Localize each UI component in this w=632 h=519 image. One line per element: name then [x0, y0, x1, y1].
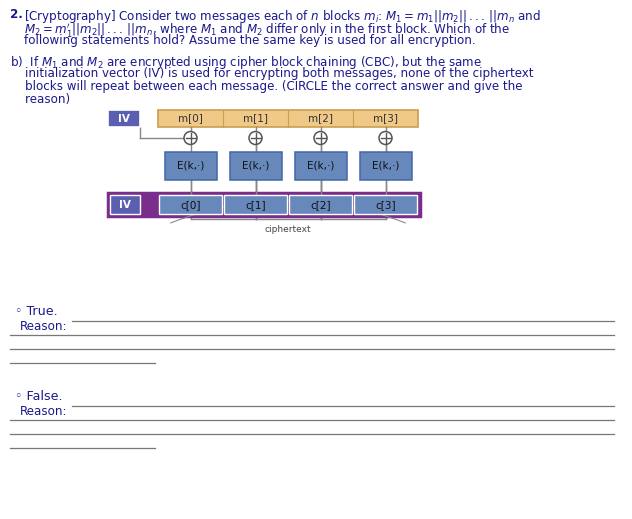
- Circle shape: [314, 131, 327, 144]
- Text: b)  If $M_1$ and $M_2$ are encrypted using cipher block chaining (CBC), but the : b) If $M_1$ and $M_2$ are encrypted usin…: [10, 54, 482, 71]
- Text: c[3]: c[3]: [375, 200, 396, 210]
- Text: initialization vector (IV) is used for encrypting both messages, none of the cip: initialization vector (IV) is used for e…: [10, 67, 533, 80]
- FancyBboxPatch shape: [354, 195, 417, 214]
- Text: reason): reason): [10, 93, 70, 106]
- FancyBboxPatch shape: [110, 195, 140, 214]
- Text: c[0]: c[0]: [180, 200, 201, 210]
- FancyBboxPatch shape: [159, 195, 222, 214]
- Text: E(k,·): E(k,·): [242, 161, 269, 171]
- Text: E(k,·): E(k,·): [372, 161, 399, 171]
- FancyBboxPatch shape: [289, 195, 352, 214]
- Text: m[3]: m[3]: [373, 114, 398, 124]
- Text: $M_2 = m_1'||m_2||\,...\,||m_n$, where $M_1$ and $M_2$ differ only in the first : $M_2 = m_1'||m_2||\,...\,||m_n$, where $…: [24, 21, 510, 39]
- Text: Reason:: Reason:: [20, 405, 68, 418]
- FancyBboxPatch shape: [158, 110, 418, 127]
- Text: m[1]: m[1]: [243, 114, 268, 124]
- Text: m[0]: m[0]: [178, 114, 203, 124]
- Text: E(k,·): E(k,·): [307, 161, 334, 171]
- FancyBboxPatch shape: [164, 152, 217, 180]
- Circle shape: [379, 131, 392, 144]
- FancyBboxPatch shape: [295, 152, 346, 180]
- Text: c[2]: c[2]: [310, 200, 331, 210]
- Circle shape: [184, 131, 197, 144]
- Text: IV: IV: [119, 200, 131, 210]
- Text: ◦ True.: ◦ True.: [15, 305, 58, 318]
- Circle shape: [249, 131, 262, 144]
- Text: m[2]: m[2]: [308, 114, 333, 124]
- Text: following statements hold? Assume the same key is used for all encryption.: following statements hold? Assume the sa…: [24, 34, 476, 47]
- Text: [Cryptography] Consider two messages each of $n$ blocks $m_i$: $M_1 = m_1||m_2||: [Cryptography] Consider two messages eac…: [24, 8, 541, 25]
- FancyBboxPatch shape: [108, 193, 420, 216]
- Text: 2.: 2.: [10, 8, 23, 21]
- Text: Reason:: Reason:: [20, 320, 68, 333]
- Text: c[1]: c[1]: [245, 200, 266, 210]
- Text: E(k,·): E(k,·): [177, 161, 204, 171]
- Text: ◦ False.: ◦ False.: [15, 390, 63, 403]
- Text: blocks will repeat between each message. (CIRCLE the correct answer and give the: blocks will repeat between each message.…: [10, 80, 523, 93]
- Text: IV: IV: [118, 114, 130, 124]
- FancyBboxPatch shape: [108, 110, 140, 127]
- FancyBboxPatch shape: [224, 195, 287, 214]
- FancyBboxPatch shape: [229, 152, 281, 180]
- Text: ciphertext: ciphertext: [265, 225, 312, 234]
- FancyBboxPatch shape: [360, 152, 411, 180]
